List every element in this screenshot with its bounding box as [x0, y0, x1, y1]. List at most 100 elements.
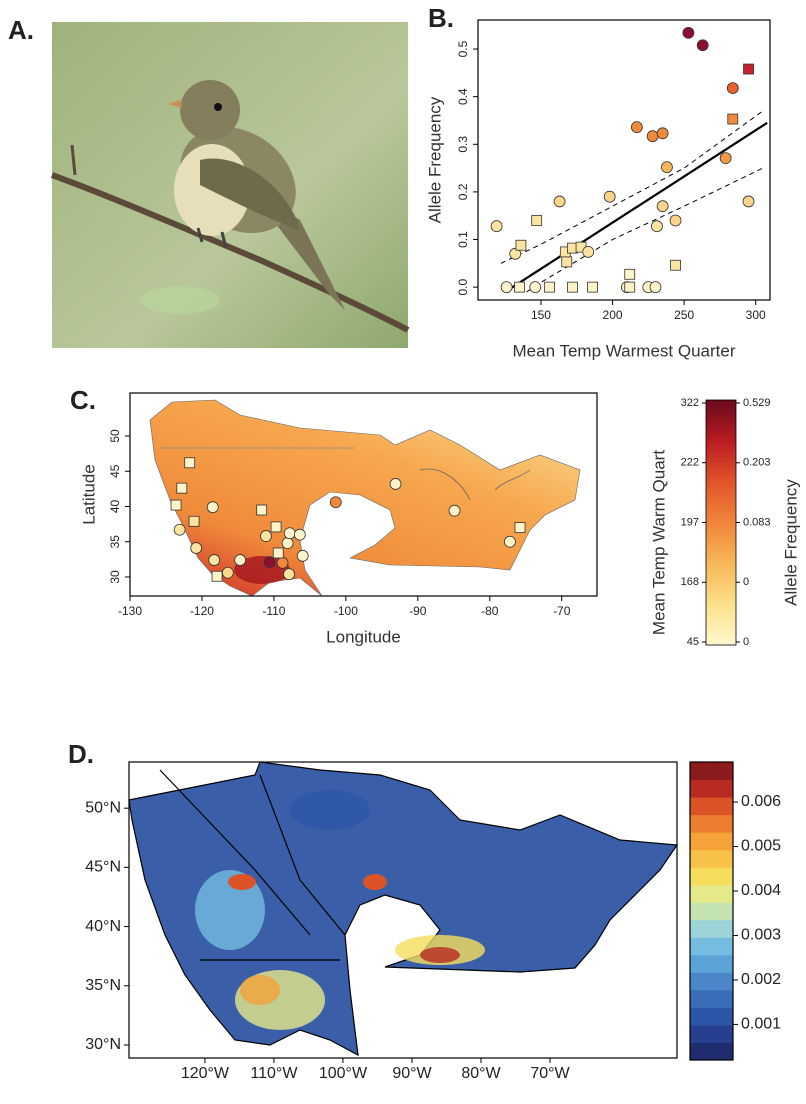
point	[625, 282, 635, 292]
y-tick-label: 40	[108, 499, 122, 513]
y-tick-label: 0.3	[456, 136, 470, 153]
colorbar-tick-label: 0.001	[741, 1016, 781, 1033]
y-tick-label: 50°N	[85, 799, 121, 816]
point	[670, 215, 681, 226]
x-axis-label: Longitude	[326, 627, 401, 646]
point	[174, 524, 185, 535]
y-axis-label: Allele Frequency	[425, 96, 444, 223]
point	[671, 260, 681, 270]
point	[390, 478, 401, 489]
colorbar-band	[690, 885, 733, 903]
y-tick-label: 35°N	[85, 977, 121, 994]
panel-label: A.	[8, 15, 34, 45]
point	[683, 27, 694, 38]
colorbar-tick-label: 0.002	[741, 971, 781, 988]
colorbar-band	[690, 867, 733, 885]
colorbar-band	[690, 1007, 733, 1025]
colorbar-band	[690, 797, 733, 815]
colorbar-tick-label: 197	[681, 516, 699, 528]
point	[491, 221, 502, 232]
point	[588, 282, 598, 292]
point	[567, 282, 577, 292]
colorbar-label: Mean Temp Warm Quart	[649, 450, 668, 635]
panel-label: B.	[428, 3, 454, 33]
x-tick-label: 300	[746, 308, 766, 322]
point	[583, 246, 594, 257]
point	[743, 196, 754, 207]
y-tick-label: 0.4	[456, 88, 470, 105]
point	[171, 500, 181, 510]
x-tick-label: 120°W	[181, 1065, 230, 1082]
colorbar-tick-label: 0.003	[741, 927, 781, 944]
point	[284, 569, 295, 580]
point	[562, 257, 572, 267]
point	[604, 191, 615, 202]
x-tick-label: -130	[118, 604, 142, 618]
point	[631, 122, 642, 133]
point	[330, 497, 341, 508]
colorbar-tick-label: 0.006	[741, 793, 781, 810]
figure: A. B. C. D. 1502002503000.00.10.20.30.40…	[0, 0, 806, 1104]
point	[697, 40, 708, 51]
point	[294, 529, 305, 540]
point	[189, 516, 199, 526]
colorbar-band	[690, 1025, 733, 1043]
y-tick-label: 30	[108, 570, 122, 584]
y-tick-label: 0.2	[456, 183, 470, 200]
point	[515, 523, 525, 533]
point	[661, 162, 672, 173]
y-tick-label: 0.5	[456, 40, 470, 57]
colorbar-tick-label: 0.203	[743, 457, 771, 469]
map-c-range	[150, 400, 580, 596]
ci-line	[501, 111, 763, 263]
y-tick-label: 0.1	[456, 231, 470, 248]
colorbar-band	[690, 955, 733, 973]
y-tick-label: 45	[108, 464, 122, 478]
point	[532, 215, 542, 225]
colorbar-band	[690, 850, 733, 868]
point	[449, 505, 460, 516]
point	[728, 114, 738, 124]
colorbar-label: Allele Frequency	[781, 479, 800, 606]
colorbar-tick-label: 0.004	[741, 882, 781, 899]
point	[545, 282, 555, 292]
colorbar-band	[690, 1042, 733, 1060]
colorbar-tick-label: 0.083	[743, 516, 771, 528]
colorbar-band	[690, 920, 733, 938]
point	[504, 536, 515, 547]
colorbar-band	[690, 832, 733, 850]
colorbar-band	[690, 780, 733, 798]
x-tick-label: -70	[553, 604, 571, 618]
point	[554, 196, 565, 207]
y-tick-label: 45°N	[85, 859, 121, 876]
x-tick-label: -110	[262, 604, 285, 618]
x-tick-label: 90°W	[392, 1065, 432, 1082]
point	[185, 458, 195, 468]
y-tick-label: 40°N	[85, 918, 121, 935]
colorbar-tick-label: 45	[687, 636, 699, 648]
colorbar	[706, 400, 736, 645]
point	[284, 528, 295, 539]
point	[720, 153, 731, 164]
point	[273, 548, 283, 558]
x-tick-label: 150	[531, 308, 551, 322]
point	[530, 282, 541, 293]
point	[651, 221, 662, 232]
x-tick-label: 110°W	[250, 1065, 298, 1082]
y-tick-label: 30°N	[85, 1036, 121, 1053]
x-tick-label: 200	[603, 308, 623, 322]
colorbar-band	[690, 937, 733, 955]
colorbar-band	[690, 972, 733, 990]
y-tick-label: 50	[108, 429, 122, 443]
x-tick-label: -90	[409, 604, 427, 618]
colorbar-tick-label: 168	[681, 576, 699, 588]
point	[744, 64, 754, 74]
x-tick-label: -120	[190, 604, 214, 618]
x-tick-label: 250	[674, 308, 694, 322]
x-tick-label: 100°W	[319, 1065, 368, 1082]
map-d-range	[129, 762, 677, 1055]
point	[515, 282, 525, 292]
point	[209, 555, 220, 566]
colorbar-tick-label: 322	[681, 397, 699, 409]
point	[257, 505, 267, 515]
